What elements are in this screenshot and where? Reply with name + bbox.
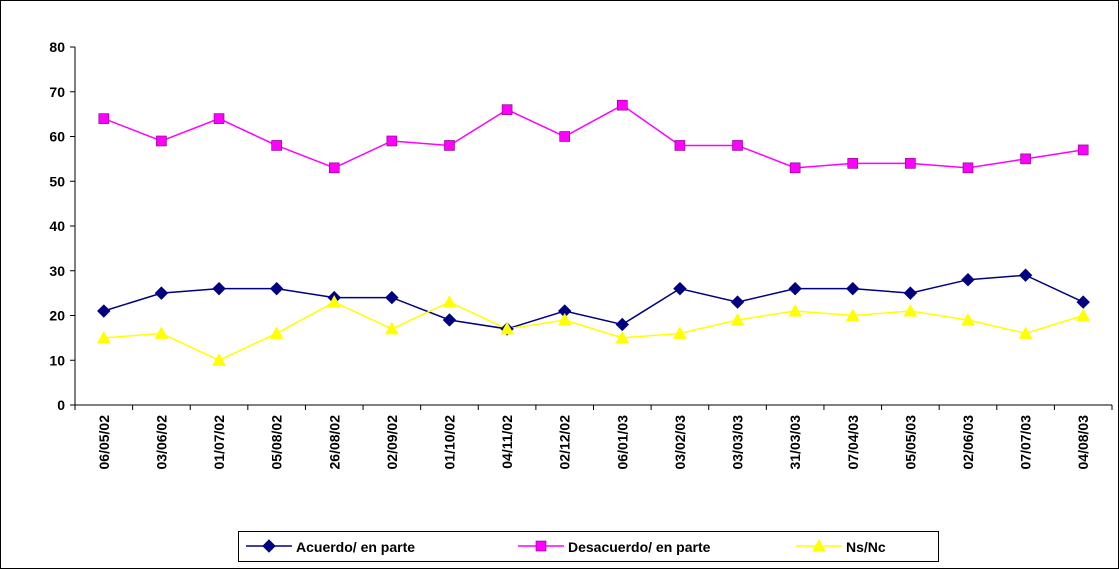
square-marker [213, 113, 225, 124]
triangle-marker [812, 538, 826, 552]
x-tick-label: 07/07/03 [1018, 415, 1034, 470]
diamond-marker [961, 272, 975, 287]
y-tick-label: 70 [49, 84, 65, 100]
x-tick-label: 01/10/02 [441, 415, 457, 470]
square-marker [98, 113, 110, 124]
triangle-marker [615, 330, 630, 344]
square-marker [905, 158, 916, 169]
triangle-marker [1018, 326, 1033, 339]
x-tick-label: 05/08/02 [269, 415, 285, 470]
diamond-marker [1018, 268, 1033, 282]
x-tick-label: 04/11/02 [499, 415, 515, 469]
square-marker [1077, 144, 1089, 156]
x-tick-label: 05/05/03 [902, 415, 918, 470]
square-marker [674, 140, 686, 151]
square-marker [962, 162, 974, 174]
diamond-marker [846, 281, 860, 296]
triangle-marker [269, 326, 284, 339]
y-tick-label: 0 [57, 397, 65, 413]
x-tick-label: 03/02/03 [672, 415, 688, 470]
triangle-marker [961, 312, 975, 326]
y-tick-label: 80 [49, 39, 65, 55]
diamond-marker [730, 295, 745, 309]
square-marker [535, 540, 547, 552]
diamond-marker [97, 304, 111, 318]
triangle-marker [1076, 308, 1091, 321]
square-marker [789, 162, 801, 174]
triangle-marker [673, 326, 687, 339]
x-tick-label: 04/08/03 [1075, 415, 1091, 470]
square-marker [501, 104, 513, 115]
y-tick-label: 40 [49, 218, 65, 234]
x-tick-label: 01/07/02 [211, 415, 227, 470]
square-marker [1020, 153, 1031, 165]
x-tick-label: 31/03/03 [787, 415, 803, 470]
x-tick-label: 06/05/02 [96, 415, 112, 470]
series-line [103, 274, 1084, 330]
triangle-marker [845, 308, 860, 321]
square-marker [559, 131, 570, 142]
triangle-marker [788, 303, 802, 317]
x-tick-label: 02/12/02 [557, 415, 573, 470]
legend-label: Ns/Nc [846, 539, 886, 555]
diamond-marker [385, 290, 399, 305]
diamond-marker [269, 281, 284, 296]
triangle-marker [442, 295, 457, 308]
triangle-marker [327, 295, 342, 308]
triangle-marker [212, 353, 226, 366]
diamond-marker [442, 313, 457, 327]
square-marker [732, 140, 743, 151]
diamond-marker [673, 281, 687, 296]
triangle-marker [500, 321, 514, 335]
y-tick-label: 50 [49, 173, 65, 189]
x-tick-label: 02/06/03 [960, 415, 976, 470]
square-marker [271, 140, 282, 151]
x-tick-label: 07/04/03 [845, 415, 861, 470]
x-tick-label: 26/08/02 [326, 415, 342, 470]
triangle-marker [96, 330, 111, 344]
y-tick-label: 20 [49, 308, 65, 324]
y-tick-label: 10 [49, 352, 65, 368]
triangle-marker [557, 312, 572, 326]
x-tick-label: 03/06/02 [153, 415, 169, 470]
diamond-marker [788, 281, 802, 296]
diamond-marker [212, 281, 226, 296]
triangle-marker [903, 303, 918, 317]
legend-label: Acuerdo/ en parte [296, 539, 415, 555]
triangle-marker [730, 312, 745, 326]
square-marker [156, 135, 167, 147]
x-tick-label: 03/03/03 [730, 415, 746, 470]
diamond-marker [1076, 295, 1090, 309]
series-line [103, 301, 1084, 362]
square-marker [847, 158, 859, 169]
legend-label: Desacuerdo/ en parte [568, 539, 711, 555]
square-marker [328, 162, 340, 174]
triangle-marker [154, 326, 169, 339]
square-marker [386, 135, 398, 147]
square-marker [444, 140, 455, 151]
diamond-marker [903, 286, 918, 300]
series-line [103, 104, 1084, 169]
diamond-marker [154, 286, 169, 300]
triangle-marker [385, 321, 399, 335]
x-tick-label: 06/01/03 [614, 415, 630, 470]
x-tick-label: 02/09/02 [384, 415, 400, 470]
y-tick-label: 60 [49, 129, 65, 145]
y-tick-label: 30 [49, 263, 65, 279]
diamond-marker [615, 317, 630, 332]
diamond-marker [262, 539, 276, 553]
square-marker [617, 99, 628, 111]
